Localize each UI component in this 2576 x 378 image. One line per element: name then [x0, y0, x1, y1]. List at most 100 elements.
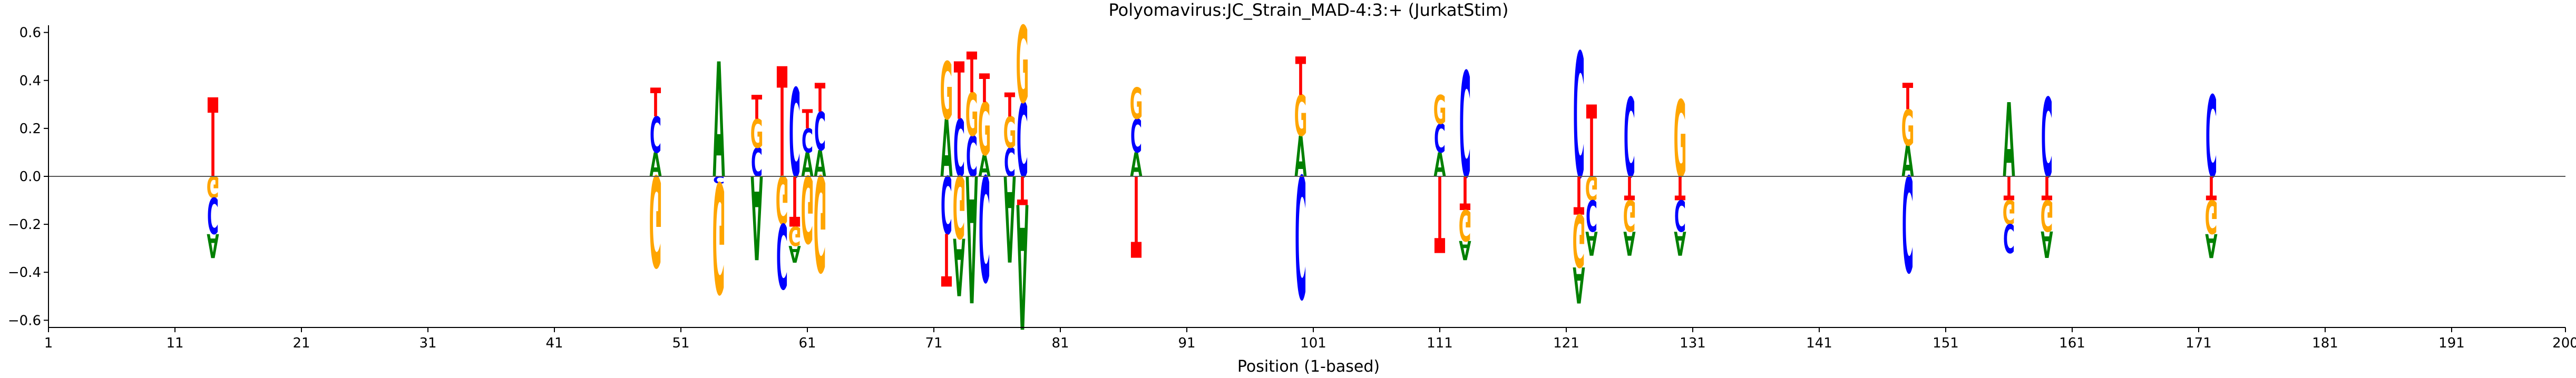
- logo-letter-t-pos-75: T: [979, 66, 990, 112]
- x-tick-label: 121: [1553, 335, 1579, 351]
- logo-letter-c-pos-113: C: [1459, 43, 1471, 211]
- x-tick-label: 11: [166, 335, 183, 351]
- logo-letter-c-pos-61: C: [802, 122, 813, 161]
- logo-glyph: T: [2042, 168, 2053, 207]
- logo-glyph: C: [1434, 116, 1446, 162]
- logo-glyph: G: [713, 147, 726, 323]
- logo-glyph: C: [941, 157, 952, 248]
- logo-glyph: C: [776, 203, 788, 306]
- logo-letter-t-pos-62: T: [815, 76, 826, 122]
- logo-letter-g-pos-75: G: [978, 88, 991, 172]
- axes-layer: −0.6−0.4−0.20.00.20.40.61 11 21 31 41 51 61 71 8…: [8, 25, 2576, 351]
- logo-glyph: G: [1623, 190, 1636, 240]
- logo-glyph: T: [777, 37, 787, 213]
- y-tick-label: 0.2: [19, 121, 41, 137]
- logo-glyph: G: [1585, 168, 1598, 207]
- logo-letter-g-pos-126: G: [1623, 190, 1636, 240]
- logo-glyph: C: [1902, 145, 1914, 299]
- logo-glyph: G: [1130, 79, 1143, 129]
- logo-glyph: C: [2003, 215, 2015, 261]
- logo-glyph: A: [1016, 164, 1028, 363]
- logo-letter-t-pos-122: T: [1574, 164, 1584, 224]
- logo-letter-t-pos-78: T: [1017, 167, 1028, 213]
- logo-glyph: T: [1004, 86, 1016, 125]
- logo-glyph: T: [208, 75, 218, 202]
- logo-letter-a-pos-75: A: [978, 149, 990, 184]
- logo-letter-c-pos-75: C: [979, 142, 990, 310]
- logo-glyph: G: [965, 82, 979, 150]
- logo-glyph: C: [953, 104, 965, 195]
- logo-glyph: A: [1003, 148, 1016, 286]
- logo-glyph: C: [751, 141, 763, 186]
- logo-glyph: A: [1459, 235, 1471, 265]
- logo-letter-c-pos-100: C: [1295, 136, 1306, 331]
- logo-glyph: T: [1902, 76, 1913, 118]
- logo-letter-c-pos-62: C: [814, 102, 826, 163]
- logo-letter-t-pos-77: T: [1004, 86, 1016, 125]
- logo-letter-g-pos-77: G: [1003, 108, 1017, 158]
- logo-glyph: T: [941, 216, 952, 300]
- logo-glyph: A: [1573, 255, 1585, 313]
- x-tick-label: 61: [798, 335, 816, 351]
- logo-letter-t-pos-111: T: [1435, 151, 1445, 274]
- y-tick-label: 0.6: [19, 25, 41, 41]
- logo-letter-t-pos-159: T: [2042, 168, 2053, 207]
- logo-letter-a-pos-54: A: [713, 31, 725, 214]
- logo-glyph: G: [1294, 85, 1307, 149]
- logo-glyph: C: [1586, 190, 1597, 240]
- y-tick-label: −0.4: [8, 265, 41, 281]
- logo-glyph: C: [814, 102, 826, 163]
- logo-glyph: G: [953, 156, 966, 255]
- logo-letter-t-pos-60: T: [789, 160, 801, 240]
- logo-glyph: A: [2041, 223, 2053, 264]
- logo-glyph: G: [801, 154, 814, 261]
- x-tick-label: 1: [44, 335, 53, 351]
- logo-glyph: A: [207, 226, 219, 264]
- x-tick-label: 161: [2059, 335, 2085, 351]
- logo-letter-a-pos-73: A: [953, 220, 965, 311]
- logo-letter-c-pos-111: C: [1434, 116, 1446, 162]
- logo-letter-a-pos-78: A: [1016, 164, 1028, 363]
- logo-letter-a-pos-100: A: [1294, 125, 1306, 190]
- logo-glyph: T: [1460, 165, 1471, 219]
- logo-glyph: A: [1623, 223, 1635, 262]
- logo-letter-a-pos-126: A: [1623, 223, 1635, 262]
- logo-letter-g-pos-87: G: [1130, 79, 1143, 129]
- logo-glyph: C: [1573, 18, 1585, 217]
- logo-glyph: G: [776, 161, 789, 236]
- x-tick-label: 111: [1427, 335, 1453, 351]
- logo-glyph: C: [2041, 75, 2053, 202]
- logo-letter-t-pos-113: T: [1460, 165, 1471, 219]
- logo-letter-a-pos-87: A: [1130, 146, 1142, 185]
- logo-letter-t-pos-100: T: [1295, 47, 1306, 107]
- logo-letter-g-pos-61: G: [801, 154, 814, 261]
- logo-letter-c-pos-159: C: [2041, 75, 2053, 202]
- logo-letter-g-pos-78: G: [1016, 4, 1029, 127]
- logo-letter-a-pos-14: A: [207, 226, 219, 264]
- logo-glyph: A: [1294, 125, 1306, 190]
- logo-letter-c-pos-14: C: [207, 186, 219, 243]
- logo-letter-g-pos-60: G: [788, 221, 802, 251]
- logo-letter-c-pos-87: C: [1130, 110, 1142, 164]
- x-tick-label: 31: [419, 335, 436, 351]
- logo-letter-g-pos-100: G: [1294, 85, 1307, 149]
- logo-letter-g-pos-156: G: [2003, 192, 2016, 231]
- logo-glyph: G: [1003, 108, 1017, 158]
- logo-letter-c-pos-172: C: [2206, 73, 2217, 203]
- y-tick-label: −0.2: [8, 217, 41, 233]
- logo-letter-c-pos-57: C: [751, 141, 763, 186]
- logo-letter-a-pos-113: A: [1459, 235, 1471, 265]
- x-tick-label: 181: [2312, 335, 2338, 351]
- logo-glyph: A: [1585, 223, 1597, 262]
- logo-glyph: G: [1459, 200, 1472, 249]
- logo-letter-g-pos-74: G: [965, 82, 979, 150]
- logo-letter-c-pos-123: C: [1586, 190, 1597, 240]
- logo-letter-c-pos-130: C: [1674, 190, 1686, 240]
- logo-glyph: C: [1459, 43, 1471, 211]
- x-tick-label: 41: [545, 335, 563, 351]
- logo-letter-t-pos-126: T: [1624, 168, 1635, 207]
- logo-glyph: A: [1901, 137, 1914, 187]
- logo-glyph: T: [967, 42, 977, 106]
- x-tick-label: 81: [1051, 335, 1069, 351]
